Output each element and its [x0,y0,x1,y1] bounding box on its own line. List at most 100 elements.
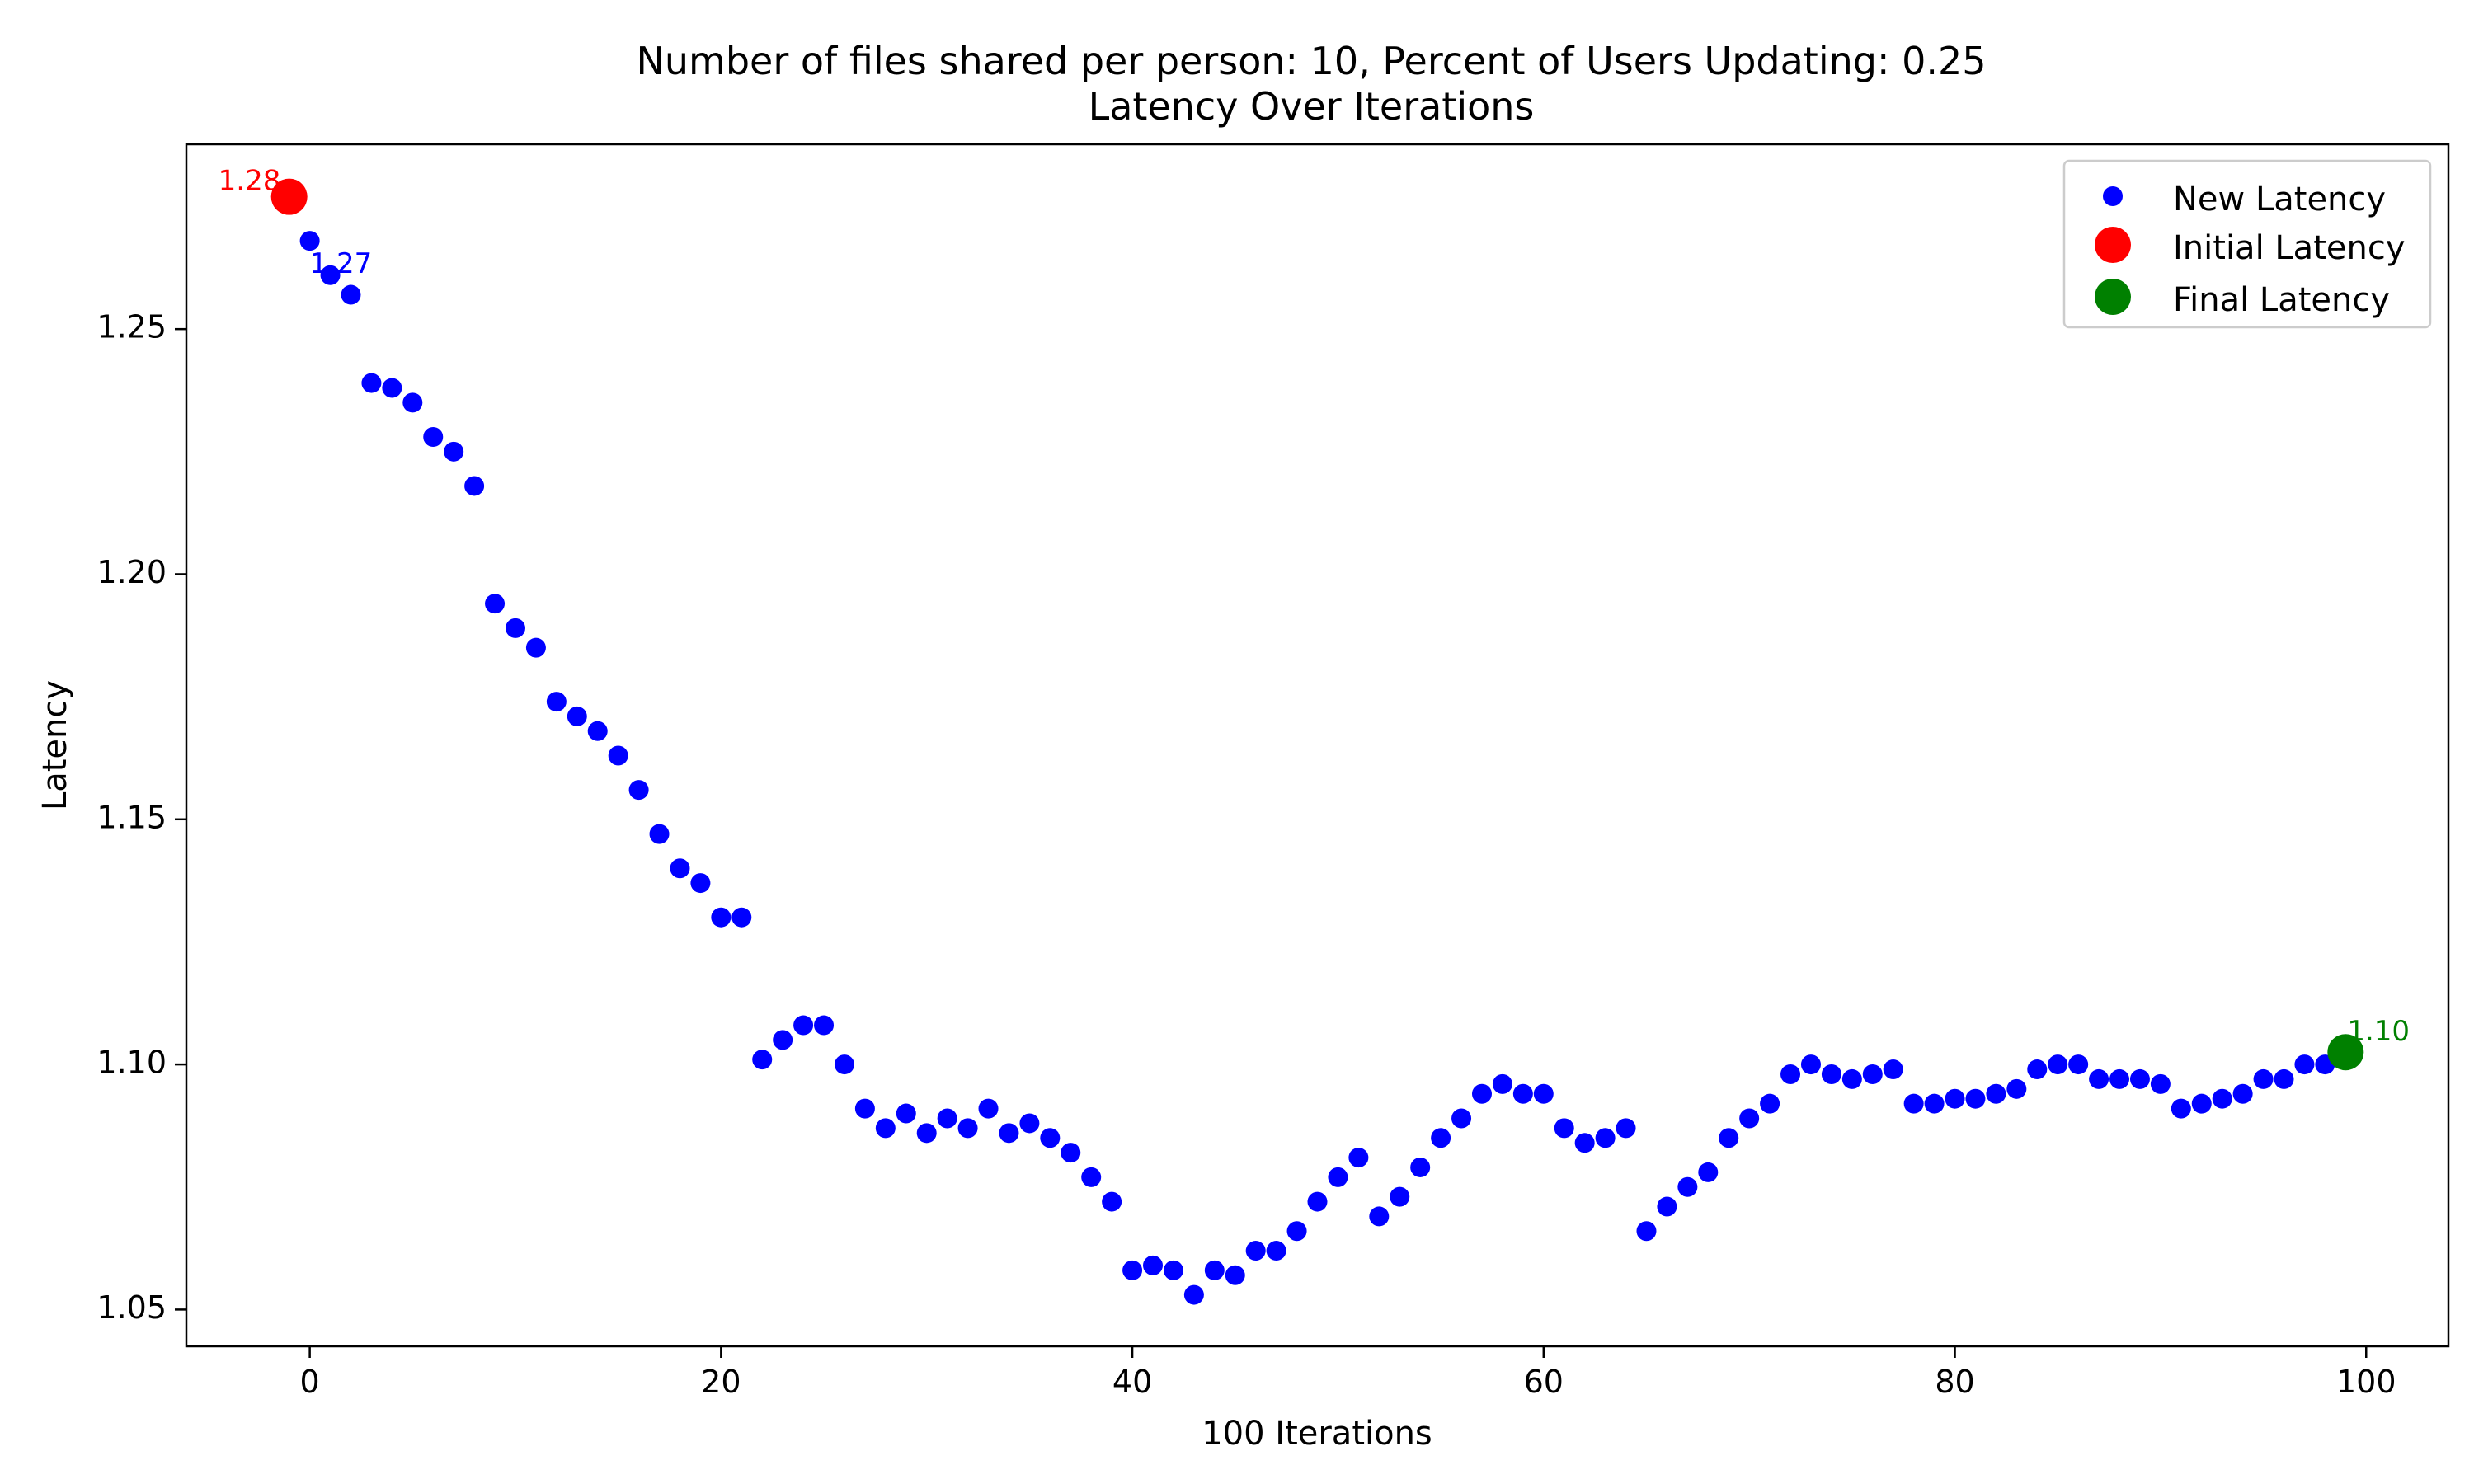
new-latency-point [1102,1191,1122,1212]
new-latency-point [1410,1157,1431,1177]
new-latency-point [1040,1128,1061,1148]
new-latency-point [402,392,423,413]
new-latency-point [1081,1167,1102,1187]
new-latency-point [1821,1064,1841,1084]
new-latency-point [2150,1073,2171,1094]
x-tick-label: 60 [1524,1364,1564,1400]
annotation-label: 1.27 [310,247,373,280]
new-latency-point [485,594,506,614]
chart-title-line-1: Number of files shared per person: 10, P… [636,39,1986,83]
new-latency-point [2253,1068,2274,1089]
new-latency-point [1760,1093,1780,1114]
new-latency-point [1965,1088,1986,1109]
new-latency-point [2048,1054,2068,1075]
new-latency-point [546,692,567,712]
new-latency-point [464,476,485,496]
new-latency-point [1554,1118,1574,1139]
new-latency-point [1225,1265,1245,1285]
new-latency-point [1739,1108,1760,1129]
new-latency-point [505,618,525,638]
new-latency-point [608,745,628,766]
new-latency-point [1719,1128,1739,1148]
new-latency-point [1183,1284,1204,1305]
new-latency-point [2212,1088,2232,1109]
new-latency-point [1122,1260,1143,1280]
x-tick-label: 100 [2336,1364,2396,1400]
legend-marker-final-latency [2095,279,2131,315]
new-latency-point [1945,1088,1965,1109]
new-latency-point [1348,1148,1369,1168]
y-tick-label: 1.05 [96,1289,167,1326]
legend-label-initial-latency: Initial Latency [2173,229,2406,267]
new-latency-point [2274,1068,2294,1089]
new-latency-point [320,265,341,285]
new-latency-point [711,907,731,928]
new-latency-point [2006,1078,2027,1099]
new-latency-point [1328,1167,1348,1187]
new-latency-point [1204,1260,1225,1280]
new-latency-point [957,1118,978,1139]
new-latency-point [2171,1098,2191,1119]
legend-marker-new-latency [2103,186,2123,206]
legend: New Latency Initial Latency Final Latenc… [2062,159,2432,329]
new-latency-point [1657,1196,1677,1217]
new-latency-point [1266,1241,1286,1261]
new-latency-point [525,637,546,658]
new-latency-point [1616,1118,1636,1139]
new-latency-point [690,873,711,894]
new-latency-point [1369,1206,1390,1227]
new-latency-point [382,378,402,398]
legend-marker-initial-latency [2095,227,2131,263]
final-latency-point [2327,1034,2364,1071]
new-latency-point [628,780,649,801]
new-latency-point [423,426,444,447]
new-latency-point [587,721,608,741]
x-tick-label: 80 [1935,1364,1974,1400]
new-latency-point [670,858,690,879]
new-latency-point [1677,1176,1698,1197]
new-latency-point [875,1118,896,1139]
new-latency-point [1698,1162,1719,1182]
new-latency-point [1492,1073,1512,1094]
new-latency-point [2294,1054,2315,1075]
legend-box [2062,159,2432,329]
x-axis-label: 100 Iterations [1202,1415,1432,1453]
new-latency-point [341,284,361,305]
new-latency-point [2089,1068,2109,1089]
new-latency-point [1143,1255,1164,1275]
new-latency-point [752,1050,773,1070]
new-latency-point [1800,1054,1821,1075]
new-latency-point [1636,1221,1657,1242]
legend-label-new-latency: New Latency [2173,181,2386,218]
x-tick-label: 0 [300,1364,320,1400]
chart-title-line-2: Latency Over Iterations [1089,84,1535,129]
axes-ticks: 0 20 40 60 80 100 1.05 1.10 1.15 1.20 1.25 [96,309,2396,1400]
x-tick-label: 20 [701,1364,741,1400]
new-latency-point [1431,1128,1451,1148]
new-latency-point [1862,1064,1883,1084]
new-latency-point [1903,1093,1924,1114]
new-latency-point [916,1123,937,1144]
new-latency-point [567,706,587,726]
new-latency-point [1163,1260,1183,1280]
y-tick-label: 1.20 [96,554,167,590]
new-latency-point [2191,1093,2212,1114]
new-latency-point [299,231,320,251]
y-tick-label: 1.25 [96,309,167,345]
new-latency-point [773,1030,793,1050]
plot-frame [185,143,2450,1348]
new-latency-point [2109,1068,2130,1089]
annotation-label: 1.28 [219,165,281,198]
new-latency-point [1533,1083,1554,1104]
new-latency-point [2027,1059,2048,1080]
new-latency-point [814,1015,835,1036]
plot-area: 1.28 1.27 1.10 [219,165,2410,1305]
y-tick-label: 1.10 [96,1045,167,1081]
new-latency-point [1286,1221,1307,1242]
y-tick-label: 1.15 [96,799,167,835]
new-latency-point [1924,1093,1945,1114]
initial-latency-point [270,178,308,215]
y-axis-label: Latency [36,680,74,810]
new-latency-point [1841,1068,1862,1089]
new-latency-point [731,907,752,928]
